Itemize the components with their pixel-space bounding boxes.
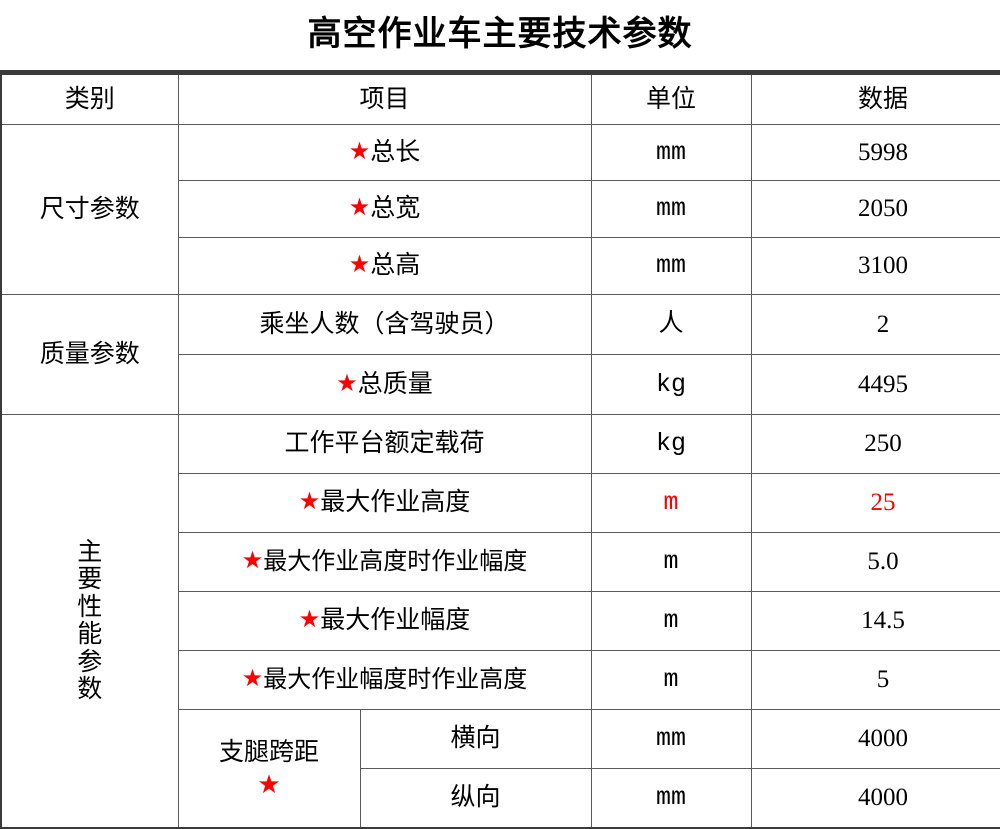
unit-overall-length: mm: [590, 124, 752, 181]
unit-gross-mass: kg: [590, 354, 752, 415]
subgroup-label: 支腿跨距: [218, 738, 319, 766]
table-row: 质量参数 乘坐人数（含驾驶员） 人 2: [0, 294, 1000, 415]
unit-seating-capacity: 人: [590, 294, 752, 355]
star-icon: ★: [348, 138, 371, 165]
item-outrigger-longitudinal: 纵向: [359, 768, 592, 829]
table-row: ★总质量 kg 4495: [1, 354, 1000, 415]
unit-platform-rated-load: kg: [590, 414, 752, 474]
category-mass: 质量参数: [0, 294, 179, 415]
page-title-text: 高空作业车主要技术参数: [307, 16, 693, 53]
star-icon: ★: [241, 665, 264, 692]
unit-max-working-reach: m: [590, 591, 752, 651]
table-row: ★最大作业幅度 m 14.5: [1, 591, 1000, 651]
star-icon: ★: [336, 370, 358, 397]
star-icon: ★: [257, 770, 281, 800]
header-category: 类别: [0, 73, 179, 125]
value-overall-length: 5998: [750, 124, 1000, 181]
item-seating-capacity: 乘坐人数（含驾驶员）: [177, 294, 592, 355]
item-reach-at-max-height: ★最大作业高度时作业幅度: [177, 532, 592, 592]
item-label: 最大作业幅度: [320, 607, 471, 635]
value-seating-capacity: 2: [750, 294, 1000, 355]
value-outrigger-longitudinal: 4000: [750, 768, 1000, 829]
item-gross-mass: ★总质量: [177, 354, 592, 415]
item-label: 总质量: [357, 370, 433, 398]
star-icon: ★: [348, 252, 371, 279]
category-char: 数: [77, 676, 103, 703]
table-row: ★最大作业高度 m 25: [1, 473, 1000, 533]
unit-overall-height: mm: [590, 237, 752, 295]
value-gross-mass: 4495: [750, 354, 1000, 415]
header-data: 数据: [750, 73, 1000, 125]
item-label: 总高: [370, 252, 421, 280]
item-overall-width: ★总宽: [177, 180, 592, 238]
value-max-working-reach: 14.5: [750, 591, 1000, 651]
value-max-working-height: 25: [750, 473, 1000, 533]
table-header-row: 类别 项目 单位 数据: [0, 73, 1000, 125]
table-row: 主 要 性 能 参 数 工作平台额定载荷 kg 250: [0, 414, 1000, 829]
page-title: 高空作业车主要技术参数: [0, 0, 1000, 73]
category-char: 能: [77, 621, 103, 648]
header-unit: 单位: [590, 73, 752, 125]
category-char: 主: [77, 538, 103, 566]
item-label: 最大作业高度时作业幅度: [263, 548, 528, 575]
table-row: ★总高 mm 3100: [1, 237, 1000, 295]
category-char: 要: [77, 566, 103, 593]
category-char: 参: [77, 648, 103, 676]
unit-max-working-height: m: [590, 473, 752, 533]
star-icon: ★: [348, 195, 371, 222]
star-icon: ★: [298, 489, 321, 516]
star-icon: ★: [241, 547, 264, 574]
subgroup-outrigger-span: 支腿跨距 ★: [177, 709, 361, 829]
category-dimension: 尺寸参数: [0, 124, 179, 295]
item-label: 最大作业高度: [320, 489, 471, 517]
value-outrigger-transverse: 4000: [750, 709, 1000, 769]
unit-outrigger-transverse: mm: [590, 709, 752, 769]
item-max-working-reach: ★最大作业幅度: [177, 591, 592, 651]
value-platform-rated-load: 250: [750, 414, 1000, 474]
item-label: 总宽: [370, 195, 421, 223]
value-overall-width: 2050: [750, 180, 1000, 238]
item-label: 总长: [370, 138, 421, 166]
item-platform-rated-load: 工作平台额定载荷: [177, 414, 592, 474]
specification-table: 类别 项目 单位 数据 尺寸参数 ★总长 mm 5998 ★总宽 mm 2050…: [0, 73, 1000, 829]
item-height-at-max-reach: ★最大作业幅度时作业高度: [177, 650, 592, 710]
unit-height-at-max-reach: m: [590, 650, 752, 710]
table-row: ★总宽 mm 2050: [1, 180, 1000, 238]
star-icon: ★: [298, 607, 321, 634]
item-overall-length: ★总长: [177, 124, 592, 181]
item-overall-height: ★总高: [177, 237, 592, 295]
unit-overall-width: mm: [590, 180, 752, 238]
value-overall-height: 3100: [750, 237, 1000, 295]
table-row: ★最大作业高度时作业幅度 m 5.0: [1, 532, 1000, 592]
item-outrigger-transverse: 横向: [359, 709, 592, 769]
value-height-at-max-reach: 5: [750, 650, 1000, 710]
unit-outrigger-longitudinal: mm: [590, 768, 752, 829]
table-row: 尺寸参数 ★总长 mm 5998: [0, 124, 1000, 295]
category-performance: 主 要 性 能 参 数: [0, 414, 179, 829]
unit-reach-at-max-height: m: [590, 532, 752, 592]
category-char: 性: [77, 593, 103, 621]
item-label: 最大作业幅度时作业高度: [263, 666, 528, 693]
value-reach-at-max-height: 5.0: [750, 532, 1000, 592]
table-row: ★最大作业幅度时作业高度 m 5: [1, 650, 1000, 710]
header-item: 项目: [177, 73, 592, 125]
item-max-working-height: ★最大作业高度: [177, 473, 592, 533]
